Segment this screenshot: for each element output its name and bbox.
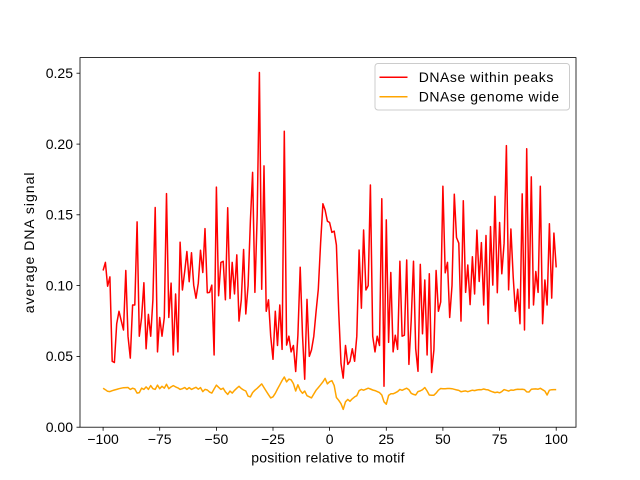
- svg-text:position relative to motif: position relative to motif: [251, 450, 405, 466]
- svg-text:DNAse within peaks: DNAse within peaks: [419, 69, 554, 85]
- svg-text:−50: −50: [205, 431, 229, 447]
- svg-text:0.20: 0.20: [46, 136, 73, 152]
- svg-text:−100: −100: [87, 431, 119, 447]
- svg-text:100: 100: [545, 431, 569, 447]
- svg-text:0.10: 0.10: [46, 277, 73, 293]
- svg-text:−75: −75: [148, 431, 172, 447]
- svg-text:0: 0: [326, 431, 334, 447]
- svg-text:0.00: 0.00: [46, 419, 73, 435]
- svg-text:−25: −25: [261, 431, 285, 447]
- svg-text:0.15: 0.15: [46, 207, 73, 223]
- svg-text:DNAse genome wide: DNAse genome wide: [419, 89, 560, 105]
- svg-text:0.05: 0.05: [46, 348, 73, 364]
- svg-text:average DNA signal: average DNA signal: [21, 172, 37, 314]
- svg-text:75: 75: [492, 431, 508, 447]
- svg-text:50: 50: [435, 431, 451, 447]
- svg-text:0.25: 0.25: [46, 65, 73, 81]
- svg-text:25: 25: [379, 431, 395, 447]
